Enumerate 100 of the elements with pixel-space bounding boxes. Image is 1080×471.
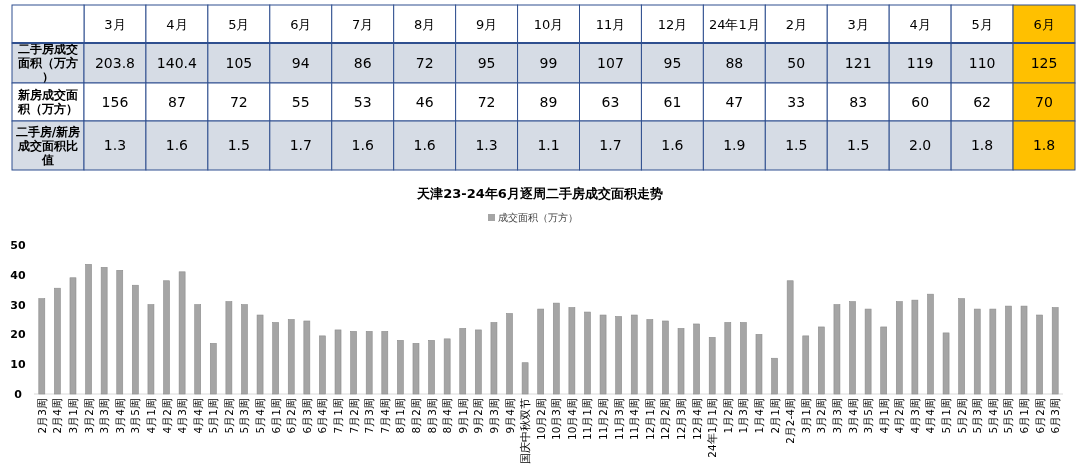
x-tick-label: 9月1周: [456, 398, 469, 434]
x-tick-label: 5月1周: [207, 398, 220, 434]
bar: [521, 362, 529, 395]
x-tick-label: 7月3周: [363, 398, 376, 434]
x-tick-label: 12月3周: [675, 398, 688, 441]
x-tick-label: 5月3周: [971, 398, 984, 434]
bar: [1020, 305, 1028, 395]
bar: [163, 280, 170, 395]
data-label: 2.0: [909, 137, 932, 154]
bar: [69, 277, 77, 395]
x-tick-label: 8月3周: [425, 398, 438, 434]
bar: [693, 323, 700, 395]
x-tick-label: 3月3周: [830, 398, 843, 434]
x-tick-label: 8月2周: [409, 398, 422, 434]
data-label: 72: [415, 54, 434, 71]
bar: [630, 314, 638, 395]
x-tick-label: 6月2周: [285, 398, 298, 434]
bar: [132, 284, 139, 395]
bar: [599, 314, 607, 395]
data-label: 95: [663, 54, 682, 71]
bar: [381, 331, 389, 395]
x-tick-label: 5月5周: [1002, 398, 1015, 434]
bar: [116, 270, 124, 395]
y-tick-label: 0: [14, 388, 23, 401]
x-tick-label: 11月2周: [597, 398, 610, 441]
data-label: 1.6: [413, 137, 436, 154]
x-tick-label: 6月2周: [1033, 398, 1046, 434]
data-label: 99: [539, 54, 558, 71]
bar: [584, 311, 591, 395]
data-label: 53: [353, 93, 372, 110]
x-tick-label: 8月1周: [394, 398, 407, 434]
x-tick-label: 10月: [533, 16, 564, 32]
data-label: 119: [906, 54, 934, 71]
x-tick-label: 4月3周: [176, 398, 189, 434]
bar: [475, 329, 482, 395]
x-tick-label: 3月1周: [66, 398, 79, 434]
y-tick-label: 10: [10, 358, 26, 372]
bar: [615, 316, 622, 395]
x-tick-label: 2月4周: [51, 398, 64, 434]
data-label: 72: [477, 93, 496, 110]
x-tick-label: 2月2-4周: [784, 398, 797, 444]
x-tick-label: 3月2周: [82, 398, 95, 434]
bar: [802, 335, 810, 395]
x-tick-label: 5月4周: [254, 398, 267, 434]
data-label: 1.5: [847, 137, 870, 154]
bar: [365, 331, 373, 395]
bar: [989, 308, 997, 395]
bar: [568, 307, 576, 395]
data-label: 105: [225, 54, 253, 71]
bar: [833, 304, 841, 395]
bar: [147, 304, 155, 395]
bar: [896, 301, 903, 395]
x-tick-label: 1月2周: [721, 398, 734, 434]
bar: [303, 320, 311, 395]
bar: [38, 298, 46, 395]
x-tick-label: 9月2周: [472, 398, 485, 434]
bar: [397, 340, 404, 395]
x-tick-label: 5月1周: [940, 398, 953, 434]
bar: [319, 335, 326, 395]
data-label: 72: [229, 93, 248, 110]
bar: [100, 267, 108, 395]
x-tick-label: 4月: [166, 16, 188, 32]
x-tick-label: 3月: [104, 16, 126, 32]
data-label: 61: [663, 93, 682, 110]
data-label: 87: [167, 93, 186, 110]
x-tick-label: 12月2周: [659, 398, 672, 441]
data-label: 1.8: [970, 137, 994, 154]
data-label: 1.8: [1032, 137, 1056, 154]
x-tick-label: 4月1周: [144, 398, 157, 434]
data-label: 1.6: [661, 137, 684, 154]
x-tick-label: 6月: [1033, 16, 1055, 32]
x-tick-label: 10月2周: [534, 398, 547, 441]
y-tick-label: 二手房/新房成交面积比值: [15, 124, 81, 167]
x-tick-label: 3月3周: [98, 398, 111, 434]
data-label: 1.5: [227, 137, 250, 154]
x-tick-label: 11月4周: [628, 398, 641, 441]
x-tick-label: 7月2周: [347, 398, 360, 434]
x-tick-label: 5月2周: [222, 398, 235, 434]
data-label: 70: [1035, 93, 1053, 110]
data-label: 33: [787, 93, 806, 110]
x-tick-label: 2月: [785, 16, 807, 32]
x-tick-label: 11月: [595, 16, 626, 32]
x-tick-label: 5月4周: [986, 398, 999, 434]
bar: [864, 308, 872, 395]
x-tick-label: 5月3周: [238, 398, 251, 434]
x-tick-label: 11月1周: [581, 398, 594, 441]
x-tick-label: 1月4周: [752, 398, 765, 434]
bar: [942, 332, 950, 395]
bar: [506, 313, 513, 395]
bar: [677, 328, 685, 395]
bar: [646, 319, 654, 395]
data-label: 1.7: [289, 137, 312, 154]
data-label: 60: [911, 93, 930, 110]
x-tick-label: 8月: [414, 16, 436, 32]
data-label: 1.9: [723, 137, 746, 154]
bar: [85, 264, 92, 395]
bar: [178, 271, 186, 395]
y-tick-label: 50: [10, 239, 26, 252]
bar: [272, 322, 279, 395]
bar: [755, 334, 763, 395]
